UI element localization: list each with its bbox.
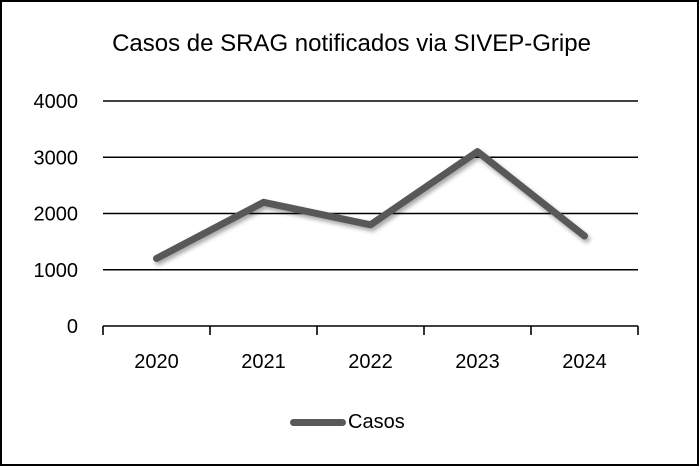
y-tick-label: 0 [67,316,78,338]
legend-line-icon [290,418,346,426]
x-tick-label: 2020 [134,351,179,373]
y-tick-label: 4000 [34,91,79,113]
y-axis: 0 1000 2000 3000 4000 [34,91,79,338]
gridlines [103,100,638,271]
x-tick-label: 2021 [241,351,286,373]
legend-label-casos: Casos [348,410,405,433]
x-tick-label: 2023 [455,351,500,373]
y-tick-label: 1000 [34,260,79,282]
chart-title: Casos de SRAG notificados via SIVEP-Grip… [112,30,591,57]
x-tick-label: 2024 [562,351,607,373]
series-line-casos [153,148,588,262]
legend: Casos [290,408,405,436]
x-tick-label: 2022 [348,351,393,373]
x-axis: 2020 2021 2022 2023 2024 [102,325,639,373]
y-tick-label: 2000 [34,204,79,226]
y-tick-label: 3000 [34,147,79,169]
